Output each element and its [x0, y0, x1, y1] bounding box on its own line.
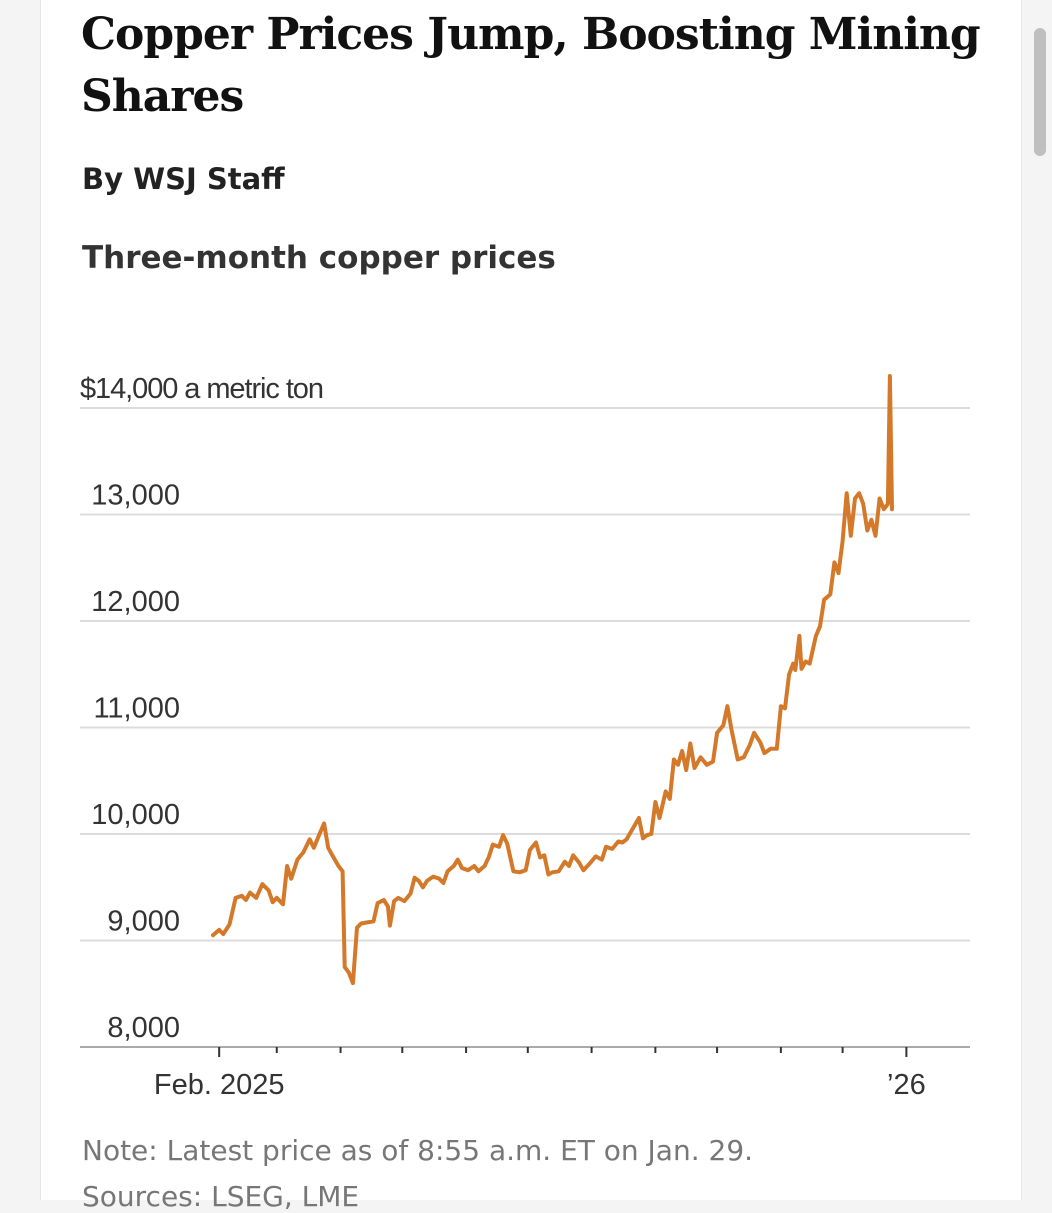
y-tick-label: 10,000	[91, 799, 180, 831]
chart-note: Note: Latest price as of 8:55 a.m. ET on…	[82, 1134, 754, 1167]
y-tick-label: 9,000	[107, 906, 180, 938]
chart-title: Three-month copper prices	[82, 240, 556, 276]
y-tick-label: 12,000	[91, 586, 180, 618]
x-tick-label: ’26	[887, 1069, 926, 1101]
y-tick-label: 11,000	[93, 693, 180, 725]
copper-price-line	[211, 374, 894, 986]
y-tick-label: $14,000 a metric ton	[80, 373, 324, 405]
y-tick-label: 8,000	[107, 1012, 180, 1044]
y-tick-label: 13,000	[91, 480, 180, 512]
scrollbar-thumb[interactable]	[1034, 28, 1046, 156]
article-headline: Copper Prices Jump, Boosting Mining Shar…	[81, 9, 981, 122]
article-card: Copper Prices Jump, Boosting Mining Shar…	[40, 0, 1022, 1213]
x-tick-label: Feb. 2025	[154, 1069, 285, 1101]
byline[interactable]: By WSJ Staff	[82, 162, 285, 196]
chart-sources: Sources: LSEG, LME	[82, 1180, 360, 1213]
copper-price-chart: $14,000 a metric ton 13,000 12,000 11,000 10…	[80, 373, 970, 1101]
